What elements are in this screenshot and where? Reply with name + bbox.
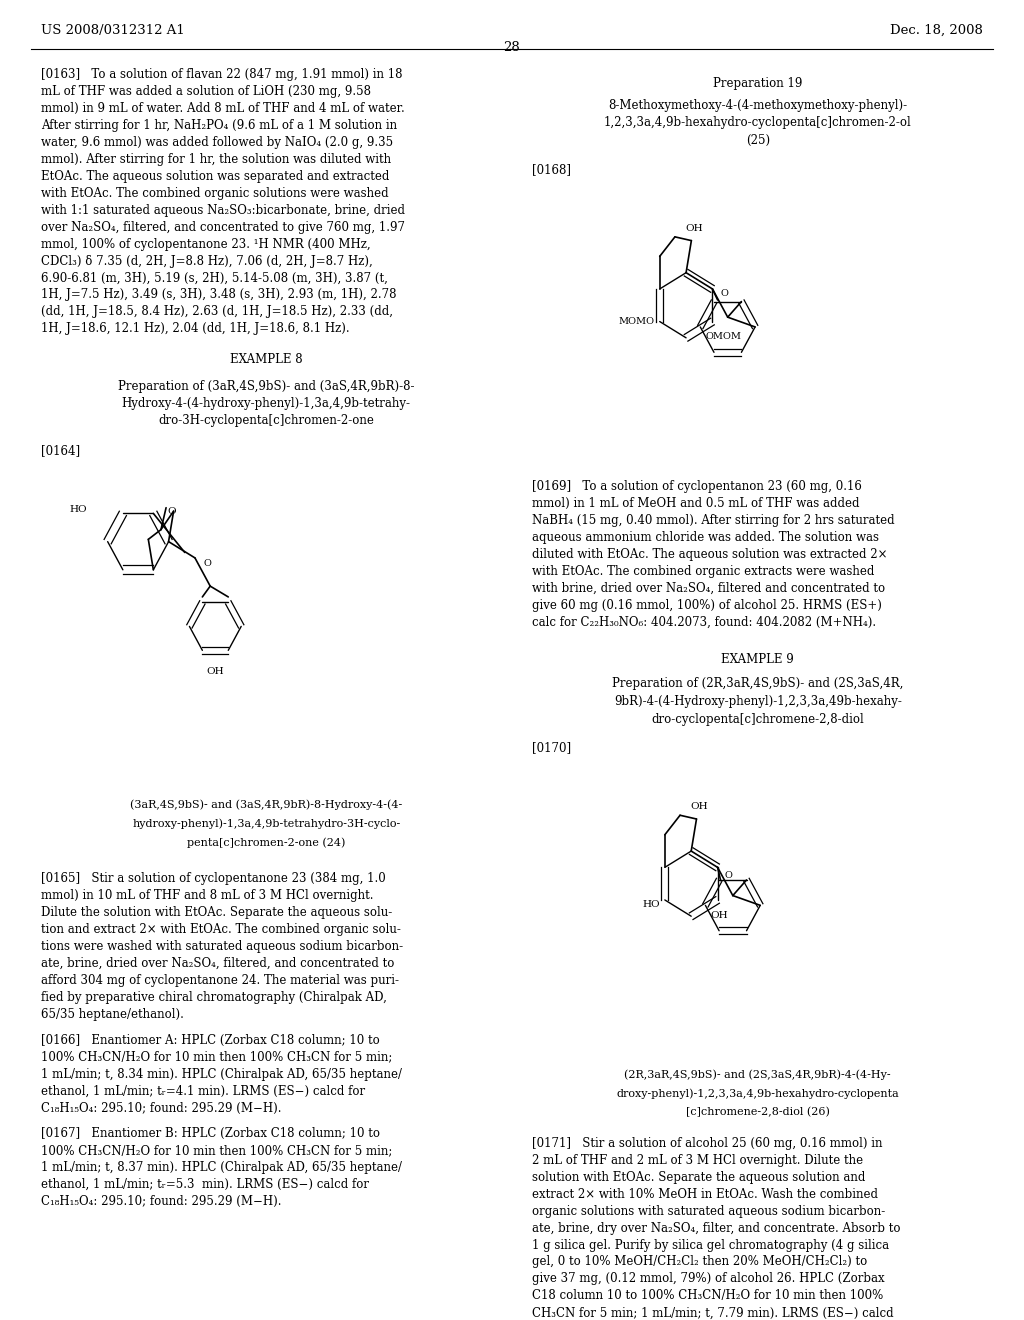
Text: Dec. 18, 2008: Dec. 18, 2008 [890, 24, 983, 37]
Text: dro-3H-cyclopenta[c]chromen-2-one: dro-3H-cyclopenta[c]chromen-2-one [159, 414, 374, 426]
Text: C18 column 10 to 100% CH₃CN/H₂O for 10 min then 100%: C18 column 10 to 100% CH₃CN/H₂O for 10 m… [532, 1290, 884, 1303]
Text: (25): (25) [745, 135, 770, 147]
Text: Preparation 19: Preparation 19 [713, 77, 803, 90]
Text: 1 mL/min; t, 8.37 min). HPLC (Chiralpak AD, 65/35 heptane/: 1 mL/min; t, 8.37 min). HPLC (Chiralpak … [41, 1162, 402, 1175]
Text: diluted with EtOAc. The aqueous solution was extracted 2×: diluted with EtOAc. The aqueous solution… [532, 548, 888, 561]
Text: 6.90-6.81 (m, 3H), 5.19 (s, 2H), 5.14-5.08 (m, 3H), 3.87 (t,: 6.90-6.81 (m, 3H), 5.19 (s, 2H), 5.14-5.… [41, 272, 388, 285]
Text: EtOAc. The aqueous solution was separated and extracted: EtOAc. The aqueous solution was separate… [41, 170, 389, 182]
Text: Hydroxy-4-(4-hydroxy-phenyl)-1,3a,4,9b-tetrahy-: Hydroxy-4-(4-hydroxy-phenyl)-1,3a,4,9b-t… [122, 397, 411, 409]
Text: water, 9.6 mmol) was added followed by NaIO₄ (2.0 g, 9.35: water, 9.6 mmol) was added followed by N… [41, 136, 393, 149]
Text: mmol) in 1 mL of MeOH and 0.5 mL of THF was added: mmol) in 1 mL of MeOH and 0.5 mL of THF … [532, 498, 860, 511]
Text: 65/35 heptane/ethanol).: 65/35 heptane/ethanol). [41, 1008, 184, 1020]
Text: [0169]   To a solution of cyclopentanon 23 (60 mg, 0.16: [0169] To a solution of cyclopentanon 23… [532, 480, 862, 494]
Text: calc for C₂₂H₃₀NO₆: 404.2073, found: 404.2082 (M+NH₄).: calc for C₂₂H₃₀NO₆: 404.2073, found: 404… [532, 616, 877, 630]
Text: EXAMPLE 8: EXAMPLE 8 [230, 352, 302, 366]
Text: OMOM: OMOM [706, 333, 741, 342]
Text: [0170]: [0170] [532, 742, 571, 754]
Text: O: O [725, 871, 732, 879]
Text: give 37 mg, (0.12 mmol, 79%) of alcohol 26. HPLC (Zorbax: give 37 mg, (0.12 mmol, 79%) of alcohol … [532, 1272, 885, 1286]
Text: mmol) in 10 mL of THF and 8 mL of 3 M HCl overnight.: mmol) in 10 mL of THF and 8 mL of 3 M HC… [41, 890, 374, 902]
Text: [0171]   Stir a solution of alcohol 25 (60 mg, 0.16 mmol) in: [0171] Stir a solution of alcohol 25 (60… [532, 1137, 883, 1150]
Text: CH₃CN for 5 min; 1 mL/min; t, 7.79 min). LRMS (ES−) calcd: CH₃CN for 5 min; 1 mL/min; t, 7.79 min).… [532, 1307, 894, 1320]
Text: [0168]: [0168] [532, 162, 571, 176]
Text: HO: HO [70, 504, 87, 513]
Text: hydroxy-phenyl)-1,3a,4,9b-tetrahydro-3H-cyclo-: hydroxy-phenyl)-1,3a,4,9b-tetrahydro-3H-… [132, 818, 400, 829]
Text: mmol) in 9 mL of water. Add 8 mL of THF and 4 mL of water.: mmol) in 9 mL of water. Add 8 mL of THF … [41, 102, 404, 115]
Text: tion and extract 2× with EtOAc. The combined organic solu-: tion and extract 2× with EtOAc. The comb… [41, 923, 400, 936]
Text: solution with EtOAc. Separate the aqueous solution and: solution with EtOAc. Separate the aqueou… [532, 1171, 866, 1184]
Text: CDCl₃) δ 7.35 (d, 2H, J=8.8 Hz), 7.06 (d, 2H, J=8.7 Hz),: CDCl₃) δ 7.35 (d, 2H, J=8.8 Hz), 7.06 (d… [41, 255, 373, 268]
Text: 9bR)-4-(4-Hydroxy-phenyl)-1,2,3,3a,49b-hexahy-: 9bR)-4-(4-Hydroxy-phenyl)-1,2,3,3a,49b-h… [613, 694, 902, 708]
Text: 100% CH₃CN/H₂O for 10 min then 100% CH₃CN for 5 min;: 100% CH₃CN/H₂O for 10 min then 100% CH₃C… [41, 1144, 392, 1158]
Text: ate, brine, dried over Na₂SO₄, filtered, and concentrated to: ate, brine, dried over Na₂SO₄, filtered,… [41, 957, 394, 970]
Text: over Na₂SO₄, filtered, and concentrated to give 760 mg, 1.97: over Na₂SO₄, filtered, and concentrated … [41, 220, 404, 234]
Text: O: O [721, 289, 728, 298]
Text: mmol). After stirring for 1 hr, the solution was diluted with: mmol). After stirring for 1 hr, the solu… [41, 153, 391, 166]
Text: ethanol, 1 mL/min; tᵣ=5.3  min). LRMS (ES−) calcd for: ethanol, 1 mL/min; tᵣ=5.3 min). LRMS (ES… [41, 1179, 369, 1191]
Text: ate, brine, dry over Na₂SO₄, filter, and concentrate. Absorb to: ate, brine, dry over Na₂SO₄, filter, and… [532, 1221, 901, 1234]
Text: 8-Methoxymethoxy-4-(4-methoxymethoxy-phenyl)-: 8-Methoxymethoxy-4-(4-methoxymethoxy-phe… [608, 99, 907, 111]
Text: afford 304 mg of cyclopentanone 24. The material was puri-: afford 304 mg of cyclopentanone 24. The … [41, 974, 399, 987]
Text: HO: HO [642, 900, 659, 909]
Text: 1 g silica gel. Purify by silica gel chromatography (4 g silica: 1 g silica gel. Purify by silica gel chr… [532, 1238, 890, 1251]
Text: C₁₈H₁₅O₄: 295.10; found: 295.29 (M−H).: C₁₈H₁₅O₄: 295.10; found: 295.29 (M−H). [41, 1101, 282, 1114]
Text: After stirring for 1 hr, NaH₂PO₄ (9.6 mL of a 1 M solution in: After stirring for 1 hr, NaH₂PO₄ (9.6 mL… [41, 119, 397, 132]
Text: tions were washed with saturated aqueous sodium bicarbon-: tions were washed with saturated aqueous… [41, 940, 403, 953]
Text: fied by preparative chiral chromatography (Chiralpak AD,: fied by preparative chiral chromatograph… [41, 991, 387, 1005]
Text: (dd, 1H, J=18.5, 8.4 Hz), 2.63 (d, 1H, J=18.5 Hz), 2.33 (dd,: (dd, 1H, J=18.5, 8.4 Hz), 2.63 (d, 1H, J… [41, 305, 393, 318]
Text: 1H, J=7.5 Hz), 3.49 (s, 3H), 3.48 (s, 3H), 2.93 (m, 1H), 2.78: 1H, J=7.5 Hz), 3.49 (s, 3H), 3.48 (s, 3H… [41, 289, 396, 301]
Text: aqueous ammonium chloride was added. The solution was: aqueous ammonium chloride was added. The… [532, 532, 880, 544]
Text: droxy-phenyl)-1,2,3,3a,4,9b-hexahydro-cyclopenta: droxy-phenyl)-1,2,3,3a,4,9b-hexahydro-cy… [616, 1089, 899, 1100]
Text: OH: OH [207, 667, 224, 676]
Text: [0165]   Stir a solution of cyclopentanone 23 (384 mg, 1.0: [0165] Stir a solution of cyclopentanone… [41, 873, 386, 886]
Text: 1 mL/min; t, 8.34 min). HPLC (Chiralpak AD, 65/35 heptane/: 1 mL/min; t, 8.34 min). HPLC (Chiralpak … [41, 1068, 402, 1081]
Text: [0167]   Enantiomer B: HPLC (Zorbax C18 column; 10 to: [0167] Enantiomer B: HPLC (Zorbax C18 co… [41, 1127, 380, 1140]
Text: ethanol, 1 mL/min; tᵣ=4.1 min). LRMS (ES−) calcd for: ethanol, 1 mL/min; tᵣ=4.1 min). LRMS (ES… [41, 1085, 366, 1097]
Text: [0164]: [0164] [41, 444, 80, 457]
Text: C₁₈H₁₅O₄: 295.10; found: 295.29 (M−H).: C₁₈H₁₅O₄: 295.10; found: 295.29 (M−H). [41, 1195, 282, 1208]
Text: with EtOAc. The combined organic extracts were washed: with EtOAc. The combined organic extract… [532, 565, 874, 578]
Text: US 2008/0312312 A1: US 2008/0312312 A1 [41, 24, 184, 37]
Text: MOMO: MOMO [618, 317, 654, 326]
Text: dro-cyclopenta[c]chromene-2,8-diol: dro-cyclopenta[c]chromene-2,8-diol [651, 713, 864, 726]
Text: 1,2,3,3a,4,9b-hexahydro-cyclopenta[c]chromen-2-ol: 1,2,3,3a,4,9b-hexahydro-cyclopenta[c]chr… [604, 116, 911, 129]
Text: 2 mL of THF and 2 mL of 3 M HCl overnight. Dilute the: 2 mL of THF and 2 mL of 3 M HCl overnigh… [532, 1154, 863, 1167]
Text: 28: 28 [504, 41, 520, 54]
Text: with EtOAc. The combined organic solutions were washed: with EtOAc. The combined organic solutio… [41, 186, 388, 199]
Text: with 1:1 saturated aqueous Na₂SO₃:bicarbonate, brine, dried: with 1:1 saturated aqueous Na₂SO₃:bicarb… [41, 203, 404, 216]
Text: EXAMPLE 9: EXAMPLE 9 [721, 653, 795, 665]
Text: OH: OH [690, 803, 708, 810]
Text: gel, 0 to 10% MeOH/CH₂Cl₂ then 20% MeOH/CH₂Cl₂) to: gel, 0 to 10% MeOH/CH₂Cl₂ then 20% MeOH/… [532, 1255, 867, 1269]
Text: O: O [203, 558, 211, 568]
Text: Preparation of (3aR,4S,9bS)- and (3aS,4R,9bR)-8-: Preparation of (3aR,4S,9bS)- and (3aS,4R… [118, 380, 415, 393]
Text: mL of THF was added a solution of LiOH (230 mg, 9.58: mL of THF was added a solution of LiOH (… [41, 84, 371, 98]
Text: OH: OH [685, 223, 702, 232]
Text: penta[c]chromen-2-one (24): penta[c]chromen-2-one (24) [187, 837, 345, 847]
Text: (3aR,4S,9bS)- and (3aS,4R,9bR)-8-Hydroxy-4-(4-: (3aR,4S,9bS)- and (3aS,4R,9bR)-8-Hydroxy… [130, 800, 402, 810]
Text: [0166]   Enantiomer A: HPLC (Zorbax C18 column; 10 to: [0166] Enantiomer A: HPLC (Zorbax C18 co… [41, 1034, 380, 1047]
Text: Dilute the solution with EtOAc. Separate the aqueous solu-: Dilute the solution with EtOAc. Separate… [41, 906, 392, 919]
Text: organic solutions with saturated aqueous sodium bicarbon-: organic solutions with saturated aqueous… [532, 1205, 886, 1217]
Text: NaBH₄ (15 mg, 0.40 mmol). After stirring for 2 hrs saturated: NaBH₄ (15 mg, 0.40 mmol). After stirring… [532, 515, 895, 528]
Text: OH: OH [711, 911, 728, 920]
Text: O: O [167, 507, 175, 516]
Text: mmol, 100% of cyclopentanone 23. ¹H NMR (400 MHz,: mmol, 100% of cyclopentanone 23. ¹H NMR … [41, 238, 371, 251]
Text: Preparation of (2R,3aR,4S,9bS)- and (2S,3aS,4R,: Preparation of (2R,3aR,4S,9bS)- and (2S,… [612, 677, 903, 690]
Text: [0163]   To a solution of flavan 22 (847 mg, 1.91 mmol) in 18: [0163] To a solution of flavan 22 (847 m… [41, 67, 402, 81]
Text: [c]chromene-2,8-diol (26): [c]chromene-2,8-diol (26) [686, 1107, 829, 1118]
Text: 100% CH₃CN/H₂O for 10 min then 100% CH₃CN for 5 min;: 100% CH₃CN/H₂O for 10 min then 100% CH₃C… [41, 1051, 392, 1064]
Text: give 60 mg (0.16 mmol, 100%) of alcohol 25. HRMS (ES+): give 60 mg (0.16 mmol, 100%) of alcohol … [532, 599, 883, 612]
Text: extract 2× with 10% MeOH in EtOAc. Wash the combined: extract 2× with 10% MeOH in EtOAc. Wash … [532, 1188, 879, 1201]
Text: (2R,3aR,4S,9bS)- and (2S,3aS,4R,9bR)-4-(4-Hy-: (2R,3aR,4S,9bS)- and (2S,3aS,4R,9bR)-4-(… [625, 1069, 891, 1080]
Text: with brine, dried over Na₂SO₄, filtered and concentrated to: with brine, dried over Na₂SO₄, filtered … [532, 582, 886, 595]
Text: 1H, J=18.6, 12.1 Hz), 2.04 (dd, 1H, J=18.6, 8.1 Hz).: 1H, J=18.6, 12.1 Hz), 2.04 (dd, 1H, J=18… [41, 322, 349, 335]
